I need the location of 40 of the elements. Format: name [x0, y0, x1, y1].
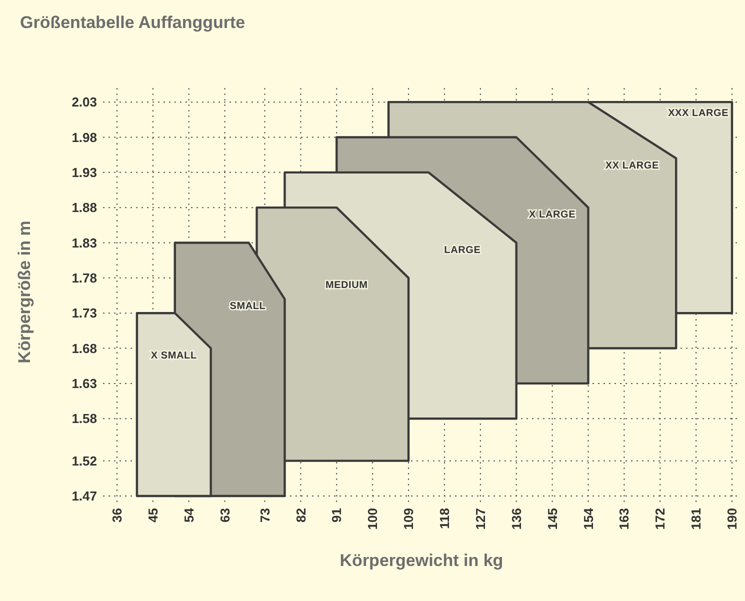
x-tick-label: 127 — [472, 508, 488, 530]
x-tick-label: 82 — [293, 508, 308, 522]
x-tick-label: 91 — [329, 508, 344, 522]
series-label: XX LARGE — [605, 160, 659, 172]
x-tick-label: 145 — [544, 508, 560, 530]
x-tick-label: 45 — [145, 508, 160, 522]
x-tick-label: 100 — [365, 508, 380, 530]
x-tick-label: 118 — [437, 508, 452, 529]
x-tick-label: 36 — [110, 508, 125, 522]
y-tick-label: 1.68 — [72, 340, 97, 356]
x-tick-label: 109 — [401, 508, 416, 530]
series-label: SMALL — [230, 301, 266, 312]
y-tick-label: 1.98 — [72, 130, 97, 145]
y-tick-label: 1.83 — [72, 235, 97, 250]
x-tick-label: 154 — [580, 507, 596, 530]
x-tick-label: 172 — [652, 508, 668, 530]
chart-title: Größentabelle Auffanggurte — [20, 13, 246, 32]
y-tick-label: 1.52 — [72, 453, 97, 468]
y-axis-title: Körpergröße in m — [15, 220, 34, 364]
y-tick-label: 1.47 — [72, 488, 97, 504]
series-label: X SMALL — [150, 350, 197, 362]
x-axis-title: Körpergewicht in kg — [340, 551, 504, 570]
y-tick-label: 1.63 — [72, 376, 97, 391]
x-tick-label: 54 — [181, 507, 196, 522]
y-tick-label: 1.88 — [72, 200, 97, 216]
x-tick-label: 63 — [217, 508, 232, 522]
y-tick-label: 1.93 — [72, 164, 97, 180]
y-tick-label: 1.58 — [72, 411, 97, 426]
x-tick-label: 73 — [257, 508, 272, 522]
x-tick-label: 181 — [688, 508, 704, 530]
series-label: MEDIUM — [325, 280, 368, 291]
y-tick-label: 1.73 — [72, 306, 97, 321]
x-tick-label: 163 — [616, 508, 632, 530]
series-label: XXX LARGE — [668, 108, 729, 120]
y-tick-label: 2.03 — [72, 94, 97, 110]
y-tick-label: 1.78 — [72, 270, 97, 286]
series-label: X LARGE — [529, 210, 576, 221]
x-tick-label: 136 — [508, 508, 524, 530]
series-label: LARGE — [444, 244, 481, 256]
x-tick-label: 190 — [724, 508, 740, 530]
